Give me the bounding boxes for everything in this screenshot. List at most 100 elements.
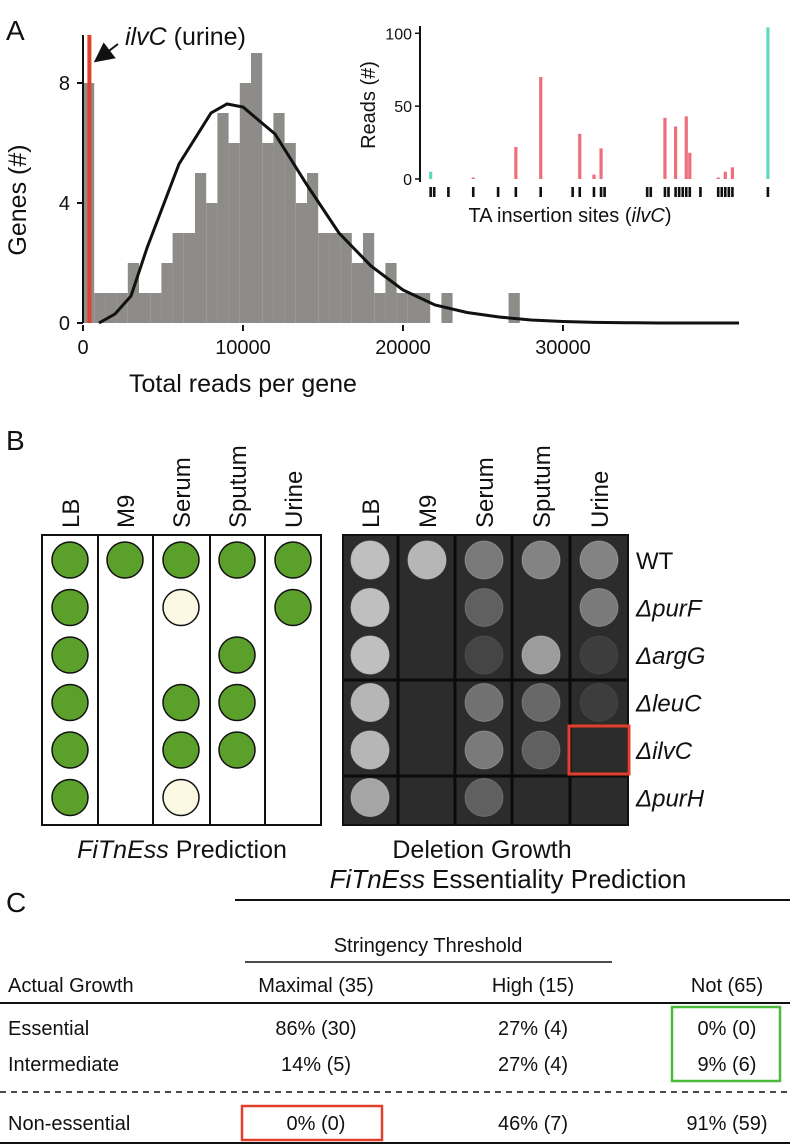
reference-line bbox=[87, 35, 92, 323]
colony bbox=[464, 540, 504, 580]
colony bbox=[350, 778, 390, 817]
column-label: Urine bbox=[281, 471, 308, 528]
colony bbox=[521, 683, 561, 722]
table-title: FiTnEss Essentiality Prediction bbox=[330, 864, 687, 894]
site-tick bbox=[592, 187, 596, 197]
histogram-bar bbox=[217, 113, 229, 323]
y-tick-label: 8 bbox=[59, 73, 70, 95]
histogram-bar bbox=[508, 293, 520, 323]
prediction-dot bbox=[218, 683, 256, 722]
site-tick bbox=[674, 187, 677, 197]
site-tick bbox=[724, 187, 727, 197]
column-label: Serum bbox=[169, 457, 196, 528]
prediction-dot bbox=[274, 541, 312, 579]
colony bbox=[408, 589, 446, 627]
site-tick bbox=[727, 187, 731, 197]
histogram-bar bbox=[329, 233, 341, 323]
text-part: ilvC bbox=[125, 23, 168, 51]
histogram-bar bbox=[228, 143, 240, 323]
column-label: M9 bbox=[113, 495, 140, 528]
colony bbox=[350, 540, 390, 580]
highlight-box bbox=[567, 724, 631, 776]
row-label: WT bbox=[636, 548, 674, 575]
colony bbox=[579, 683, 619, 722]
histogram-bar bbox=[251, 53, 263, 323]
inset-bar bbox=[514, 146, 518, 179]
site-tick bbox=[699, 187, 702, 197]
row-label: ΔpurF bbox=[635, 596, 703, 623]
histogram-bar bbox=[419, 293, 431, 323]
text-part: TA insertion sites ( bbox=[468, 205, 631, 227]
prediction-frame bbox=[41, 534, 322, 826]
site-tick bbox=[731, 187, 734, 197]
group-header: Stringency Threshold bbox=[334, 935, 523, 957]
inset-y-label: Reads (#) bbox=[358, 61, 380, 149]
histogram-bar bbox=[295, 203, 307, 323]
histogram-bar bbox=[161, 263, 173, 323]
text-part: (urine) bbox=[174, 23, 246, 51]
row-label: ΔilvC bbox=[635, 738, 693, 765]
histogram-bar bbox=[340, 233, 352, 323]
prediction-dot bbox=[162, 778, 200, 817]
inset-y-tick-label: 0 bbox=[403, 172, 412, 189]
text-part: ) bbox=[665, 205, 672, 227]
colony bbox=[350, 683, 390, 722]
histogram-bar bbox=[363, 233, 375, 323]
site-tick bbox=[645, 187, 649, 197]
histogram-bar bbox=[105, 293, 117, 323]
inset-y-tick-label: 50 bbox=[394, 99, 412, 116]
column-header: High (15) bbox=[492, 975, 574, 997]
inset-bar bbox=[674, 126, 678, 179]
colony bbox=[521, 730, 561, 770]
site-tick bbox=[684, 187, 688, 197]
table-cell: 0% (0) bbox=[287, 1113, 346, 1135]
green-box bbox=[670, 1005, 782, 1083]
colony bbox=[350, 635, 390, 675]
table-cell: 14% (5) bbox=[281, 1054, 351, 1076]
panel-label: B bbox=[6, 425, 25, 456]
column-label: LB bbox=[58, 499, 85, 528]
prediction-dot bbox=[162, 683, 200, 722]
colony bbox=[522, 589, 560, 627]
colony bbox=[522, 779, 560, 817]
inset-bar bbox=[688, 152, 692, 179]
x-tick-label: 10000 bbox=[215, 337, 271, 359]
colony bbox=[350, 588, 390, 627]
prediction-dot bbox=[51, 636, 89, 674]
histogram-bar bbox=[374, 293, 386, 323]
table-cell: 27% (4) bbox=[498, 1018, 568, 1040]
histogram-bar bbox=[385, 263, 397, 323]
column-header: Maximal (35) bbox=[258, 975, 374, 997]
inset-bar bbox=[539, 77, 543, 179]
inset-y-tick-label: 100 bbox=[385, 26, 412, 43]
red-box bbox=[240, 1104, 384, 1142]
colony bbox=[580, 731, 618, 769]
x-tick-label: 30000 bbox=[535, 337, 591, 359]
colony bbox=[407, 540, 447, 580]
histogram-bar bbox=[206, 203, 218, 323]
colony bbox=[464, 683, 504, 722]
colony bbox=[579, 635, 619, 675]
histogram-bar bbox=[307, 173, 319, 323]
prediction-dot bbox=[51, 683, 89, 722]
y-axis-label: Genes (#) bbox=[4, 144, 32, 255]
inset-bar bbox=[663, 117, 667, 179]
inset-bar bbox=[599, 148, 603, 179]
x-tick-label: 0 bbox=[77, 337, 88, 359]
prediction-dot bbox=[162, 541, 200, 579]
inset-bar bbox=[730, 167, 734, 179]
colony bbox=[408, 636, 446, 674]
table-cell: Non-essential bbox=[8, 1113, 130, 1135]
text-part: FiTnEss bbox=[77, 836, 169, 864]
histogram-bar bbox=[239, 83, 251, 323]
histogram-bar bbox=[183, 233, 195, 323]
site-tick bbox=[599, 187, 603, 197]
colony bbox=[408, 684, 446, 722]
column-label: Urine bbox=[587, 471, 614, 528]
site-tick bbox=[429, 187, 432, 197]
histogram-bar bbox=[273, 113, 285, 323]
site-tick bbox=[571, 187, 574, 197]
histogram-bar bbox=[396, 293, 408, 323]
histogram-bar bbox=[351, 263, 363, 323]
inset-bar bbox=[592, 174, 596, 179]
